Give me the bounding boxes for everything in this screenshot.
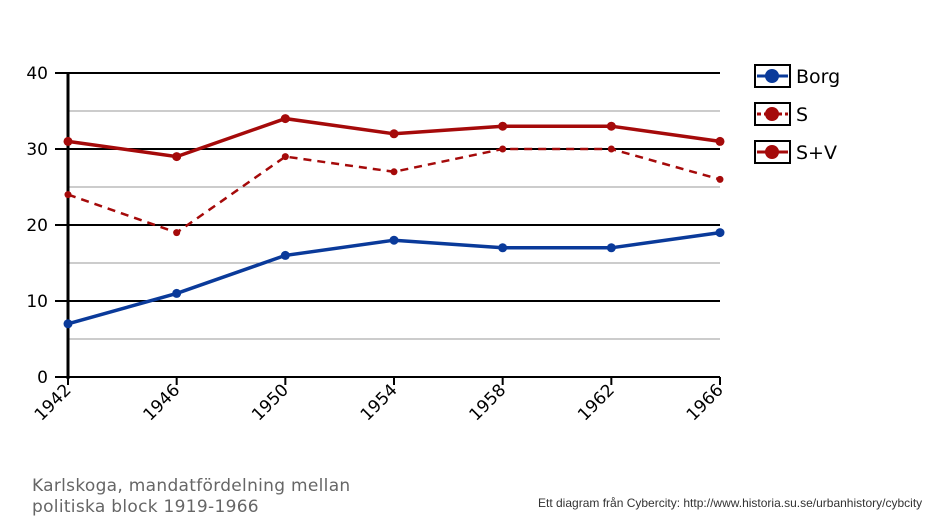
series-line-s [67, 147, 721, 234]
data-point [281, 153, 289, 161]
chart-caption: Karlskoga, mandatfördelning mellan polit… [32, 476, 351, 518]
legend-label: Borg [796, 66, 840, 88]
y-tick-label: 0 [37, 368, 48, 388]
data-point [715, 136, 725, 146]
data-point [389, 235, 399, 245]
x-tick-label: 1954 [357, 380, 402, 425]
data-point [498, 243, 508, 253]
data-point [389, 129, 399, 139]
data-point [172, 288, 182, 298]
data-point [498, 121, 508, 131]
data-point [63, 136, 73, 146]
legend-marker [765, 69, 779, 83]
data-point [716, 175, 724, 183]
legend-marker [765, 145, 779, 159]
data-point [280, 250, 290, 260]
x-tick-label: 1962 [574, 380, 619, 425]
data-point [606, 121, 616, 131]
series-line-borg [67, 230, 721, 326]
data-point [280, 114, 290, 124]
x-tick-label: 1946 [139, 380, 184, 425]
y-tick-label: 30 [26, 140, 48, 160]
legend-marker [765, 107, 779, 121]
legend-label: S+V [796, 142, 837, 164]
credit-text: Ett diagram från Cybercity: http://www.h… [538, 496, 923, 510]
y-tick-label: 40 [26, 64, 48, 84]
x-tick-label: 1950 [248, 380, 293, 425]
data-point [172, 152, 182, 162]
data-point [390, 168, 398, 176]
caption-line-1: Karlskoga, mandatfördelning mellan [32, 476, 351, 496]
y-tick-label: 10 [26, 292, 48, 312]
x-tick-label: 1958 [465, 380, 510, 425]
data-point [64, 191, 72, 199]
caption-line-2: politiska block 1919-1966 [32, 497, 259, 517]
y-tick-label: 20 [26, 216, 48, 236]
data-point [63, 319, 73, 329]
x-tick-label: 1966 [683, 380, 728, 425]
data-point [499, 145, 507, 153]
data-point [715, 228, 725, 238]
data-point [173, 229, 181, 237]
data-point [607, 145, 615, 153]
legend-label: S [796, 104, 808, 126]
data-point [606, 243, 616, 253]
